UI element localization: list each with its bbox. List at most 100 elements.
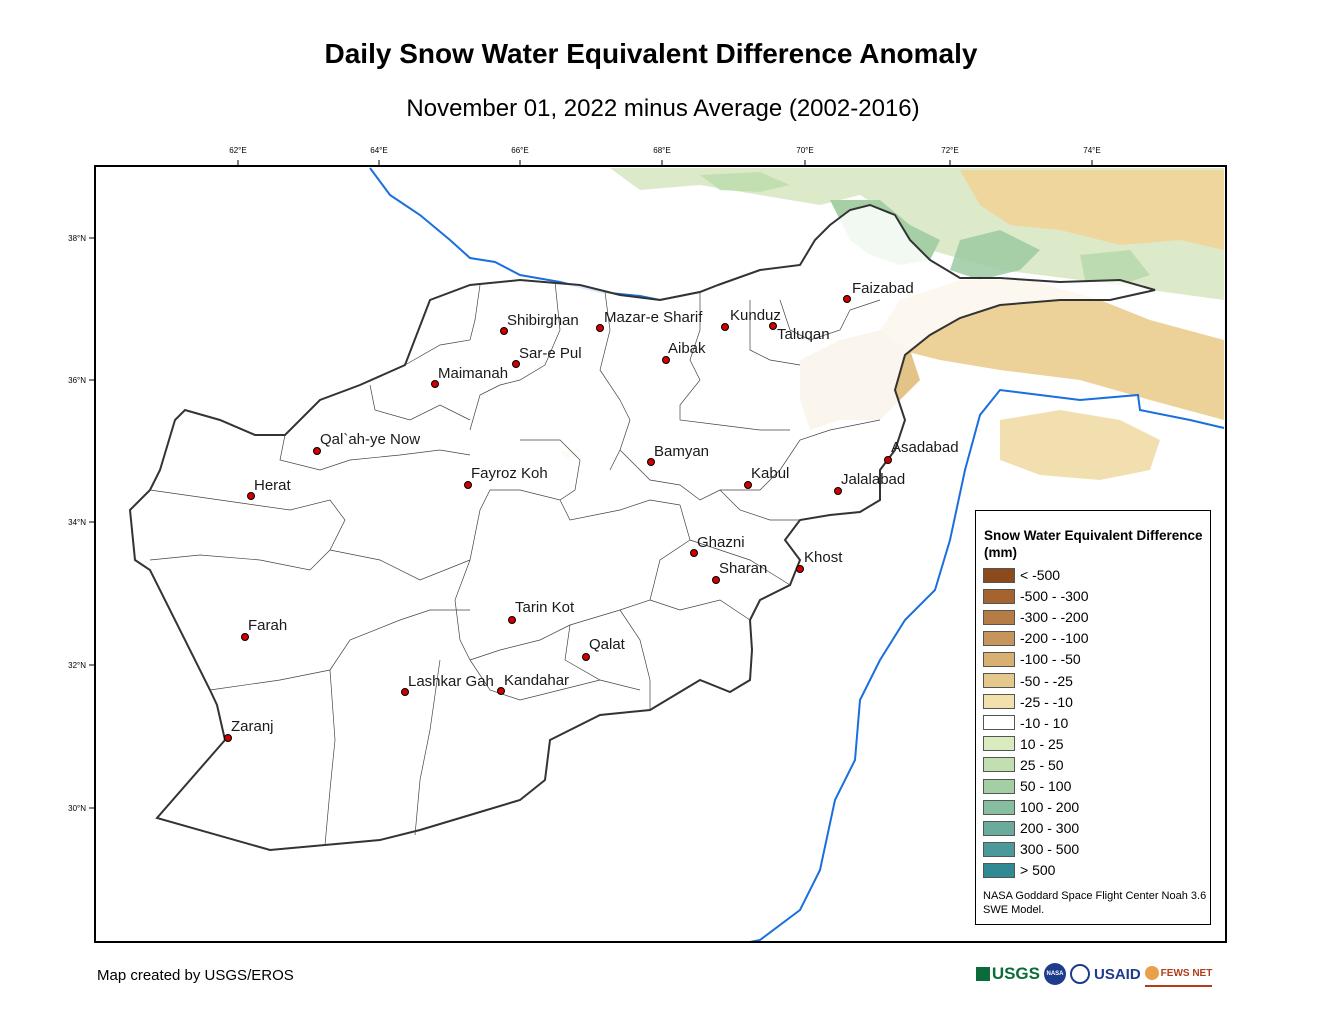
map-title: Daily Snow Water Equivalent Difference A… [324, 38, 978, 69]
city-label: Qal`ah-ye Now [320, 431, 420, 448]
city-marker-zaranj [224, 734, 232, 742]
province-line [209, 609, 470, 691]
swe-negative-zone-4 [1000, 410, 1160, 480]
legend: Snow Water Equivalent Difference (mm) < … [975, 510, 1211, 925]
legend-swatch [983, 820, 1015, 836]
lon-tick-label: 72°E [941, 146, 958, 155]
legend-swatch [983, 694, 1015, 710]
province-line [619, 419, 881, 501]
city-marker-tarinkot [508, 616, 516, 624]
city-labels: Faizabad Shibirghan Mazar-e Sharif Kundu… [231, 280, 959, 735]
city-marker-kandahar [497, 687, 505, 695]
city-label: Herat [254, 477, 292, 494]
legend-swatch [983, 673, 1015, 688]
city-label: Farah [248, 617, 287, 634]
map-credit: Map created by USGS/EROS [97, 967, 294, 984]
legend-swatch [983, 567, 1015, 583]
lon-tick-label: 70°E [796, 146, 813, 155]
province-line [414, 659, 441, 836]
city-marker-herat [247, 492, 255, 500]
city-marker-jalalabad [834, 487, 842, 495]
legend-label: -200 - -100 [1020, 630, 1089, 647]
city-marker-fayrozkoh [464, 481, 472, 489]
city-marker-aibak [662, 356, 670, 364]
city-marker-taluqan [769, 322, 777, 330]
legend-label: -500 - -300 [1020, 588, 1089, 605]
lon-tick-label: 66°E [511, 146, 528, 155]
city-marker-qalahyenow [313, 447, 321, 455]
province-line [324, 669, 336, 846]
city-marker-mazar [596, 324, 604, 332]
lon-tick-label: 64°E [370, 146, 387, 155]
legend-swatch [983, 799, 1015, 815]
city-marker-khost [796, 565, 804, 573]
city-label: Lashkar Gah [408, 673, 494, 690]
city-markers [224, 295, 892, 742]
legend-item: 25 - 50 [983, 755, 1064, 775]
map-frame [94, 165, 1227, 943]
legend-item: 200 - 300 [983, 818, 1079, 838]
swe-positive-zone-4 [1080, 250, 1150, 285]
province-line [329, 549, 471, 581]
legend-item: -25 - -10 [983, 692, 1073, 712]
latitude-labels: 38°N 36°N 34°N 32°N 30°N [68, 234, 86, 813]
city-marker-kabul [744, 481, 752, 489]
province-line [369, 384, 471, 421]
city-marker-asadabad [884, 456, 892, 464]
city-marker-shibirghan [500, 327, 508, 335]
lat-tick-label: 32°N [68, 661, 86, 670]
swe-positive-zone-3 [950, 230, 1040, 280]
lon-tick-label: 62°E [229, 146, 246, 155]
city-label: Kabul [751, 465, 789, 482]
city-label: Maimanah [438, 365, 508, 382]
afghanistan-border [128, 203, 1156, 852]
usgs-logo: USGS [976, 962, 1040, 986]
legend-source-note: NASA Goddard Space Flight Center Noah 3.… [983, 890, 1207, 916]
legend-label: < -500 [1020, 567, 1061, 583]
city-label: Shibirghan [507, 312, 579, 329]
legend-item: -500 - -300 [983, 586, 1088, 606]
city-label: Tarin Kot [515, 599, 575, 616]
lat-tick-label: 30°N [68, 804, 86, 813]
city-marker-qalat [582, 653, 590, 661]
legend-swatch [983, 736, 1015, 752]
indus-river [749, 388, 1225, 943]
legend-label: -50 - -25 [1020, 672, 1073, 689]
city-label: Zaranj [231, 718, 274, 735]
legend-label: 10 - 25 [1020, 735, 1064, 752]
city-label: Mazar-e Sharif [604, 309, 703, 326]
legend-item: 100 - 200 [983, 797, 1079, 817]
legend-item: -200 - -100 [983, 628, 1088, 648]
province-line [779, 299, 881, 341]
legend-swatch [983, 651, 1015, 667]
legend-swatch [983, 757, 1015, 773]
city-label: Ghazni [697, 534, 745, 551]
province-line [279, 434, 471, 471]
province-line [149, 489, 346, 571]
province-line [404, 284, 481, 366]
legend-swatch [983, 609, 1015, 625]
legend-item: -10 - 10 [983, 713, 1068, 733]
longitude-labels: 62°E 64°E 66°E 68°E 70°E 72°E 74°E [229, 146, 1100, 155]
city-marker-faizabad [843, 295, 851, 303]
city-label: Sar-e Pul [519, 345, 582, 362]
lat-tick-label: 34°N [68, 518, 86, 527]
legend-swatch [983, 778, 1015, 794]
city-label: Qalat [589, 636, 626, 653]
province-line [689, 539, 791, 586]
city-marker-sarepul [512, 360, 520, 368]
legend-label: -10 - 10 [1020, 714, 1069, 731]
legend-swatch [983, 588, 1015, 604]
legend-label: -100 - -50 [1020, 651, 1081, 668]
swe-negative-zone [960, 170, 1224, 250]
province-line [454, 439, 581, 661]
legend-label: > 500 [1020, 862, 1056, 879]
legend-label: 25 - 50 [1020, 756, 1064, 773]
legend-swatch [983, 630, 1015, 646]
legend-item: 50 - 100 [983, 776, 1071, 796]
legend-item: > 500 [983, 860, 1055, 880]
city-marker-bamyan [647, 458, 655, 466]
legend-label: -300 - -200 [1020, 609, 1089, 626]
legend-label: -25 - -10 [1020, 693, 1073, 710]
